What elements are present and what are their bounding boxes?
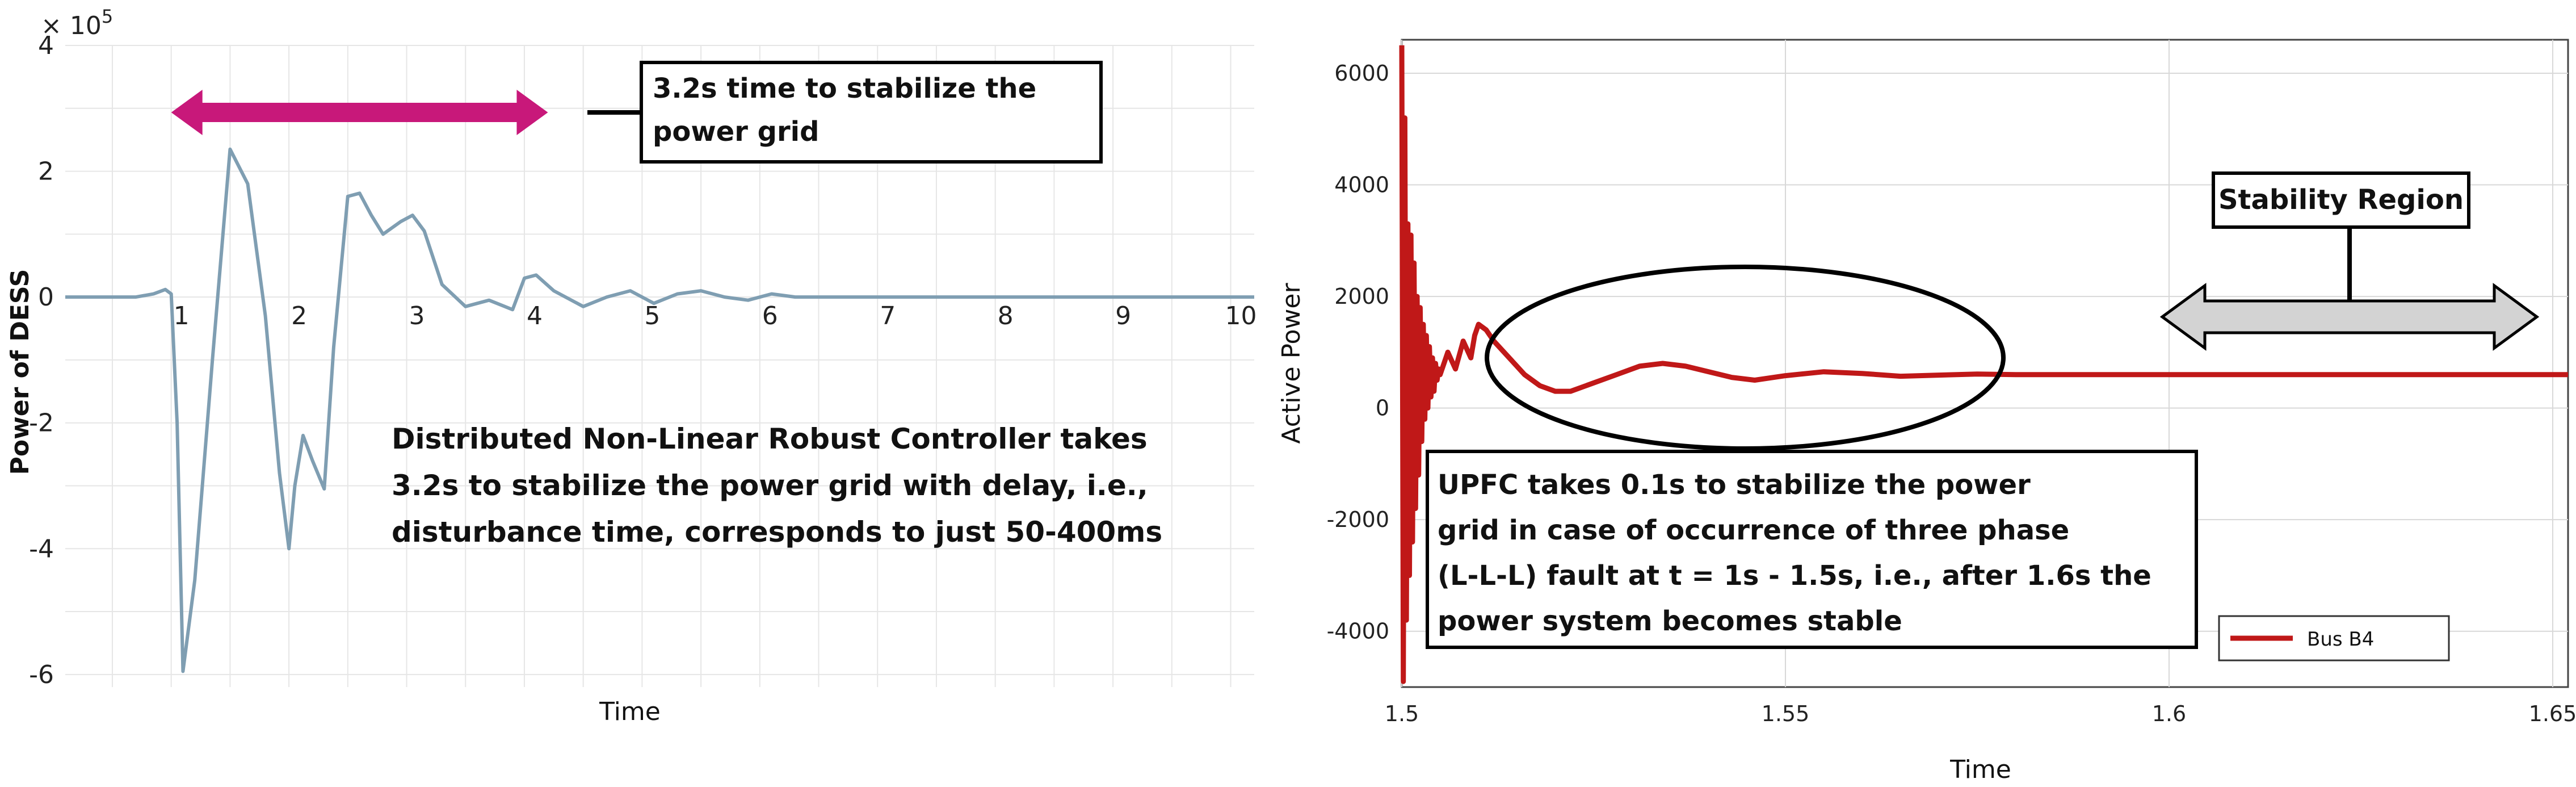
- left-stabilize-box: [640, 61, 1103, 164]
- right-upfc-note-box: [1426, 450, 2198, 649]
- left-x-tick-label: 9: [1115, 302, 1131, 330]
- left-x-axis-label: Time: [599, 697, 661, 726]
- right-upfc-note-line3: (L-L-L) fault at t = 1s - 1.5s, i.e., af…: [1438, 560, 2151, 592]
- left-x-tick-label: 8: [998, 302, 1014, 330]
- left-chart: 4 2 0 -2 -4 -6 1 2 3 4 5 6 7 8 9 10 × 105 Power of DES…: [6, 6, 1257, 726]
- left-y-exponent: × 105: [41, 6, 113, 40]
- right-upfc-note-line1: UPFC takes 0.1s to stabilize the power: [1438, 469, 2031, 501]
- left-x-tick-label: 10: [1225, 302, 1257, 330]
- right-legend-label: Bus B4: [2307, 628, 2374, 651]
- right-stability-label: Stability Region: [2218, 184, 2464, 216]
- left-y-tick-label: 0: [38, 283, 54, 312]
- left-controller-note-line2: 3.2s to stabilize the power grid with de…: [392, 469, 1148, 502]
- left-x-tick-label: 5: [644, 302, 660, 330]
- right-y-tick-label: 6000: [1334, 61, 1389, 86]
- left-y-tick-label: 4: [38, 31, 54, 60]
- right-x-tick-label: 1.5: [1385, 701, 1419, 726]
- right-x-ticks: 1.5 1.55 1.6 1.65: [1385, 701, 2576, 726]
- right-chart: 6000 4000 2000 0 -2000 -4000 1.5 1.55 1.6 1.65 A…: [1277, 39, 2576, 784]
- left-x-tick-label: 6: [762, 302, 778, 330]
- right-x-tick-label: 1.6: [2152, 701, 2186, 726]
- right-x-tick-label: 1.65: [2529, 701, 2576, 726]
- left-y-tick-label: -6: [29, 660, 54, 689]
- left-y-tick-label: -4: [29, 534, 54, 563]
- left-y-ticks: 4 2 0 -2 -4 -6: [29, 31, 54, 689]
- left-y-tick-label: 2: [38, 157, 54, 186]
- right-stability-arrow: [2159, 283, 2540, 351]
- right-y-tick-label: -4000: [1327, 619, 1389, 644]
- left-x-tick-label: 2: [291, 302, 307, 330]
- left-x-tick-label: 3: [409, 302, 425, 330]
- left-controller-note-line1: Distributed Non-Linear Robust Controller…: [392, 422, 1148, 455]
- right-y-tick-label: 2000: [1334, 284, 1389, 309]
- right-y-axis-label: Active Power: [1277, 283, 1306, 444]
- left-x-tick-label: 1: [174, 302, 190, 330]
- right-y-ticks: 6000 4000 2000 0 -2000 -4000: [1327, 61, 1389, 644]
- right-legend: Bus B4: [2218, 615, 2450, 662]
- left-x-tick-label: 7: [880, 302, 896, 330]
- left-span-arrow-shape: [171, 90, 548, 135]
- left-controller-note-line3: disturbance time, corresponds to just 50…: [392, 516, 1162, 549]
- right-x-tick-label: 1.55: [1762, 701, 1810, 726]
- right-upfc-note-line2: grid in case of occurrence of three phas…: [1438, 514, 2069, 546]
- right-series-line: [1399, 45, 2568, 684]
- right-y-tick-label: 4000: [1334, 173, 1389, 198]
- right-y-tick-label: -2000: [1327, 507, 1389, 532]
- left-y-axis-label: Power of DESS: [6, 269, 35, 475]
- right-x-axis-label: Time: [1949, 755, 2011, 784]
- right-y-tick-label: 0: [1376, 396, 1389, 421]
- left-x-tick-label: 4: [527, 302, 543, 330]
- left-x-ticks: 1 2 3 4 5 6 7 8 9 10: [174, 302, 1257, 330]
- left-span-arrow: [171, 90, 548, 135]
- left-y-tick-label: -2: [29, 409, 54, 438]
- left-series-line: [65, 147, 1254, 673]
- right-upfc-note-line4: power system becomes stable: [1438, 605, 1902, 637]
- left-stabilize-text-line1: 3.2s time to stabilize the: [653, 73, 1036, 104]
- right-oscillation-ellipse: [1485, 265, 2006, 451]
- right-stability-label-box: [2212, 171, 2470, 229]
- left-stabilize-text-line2: power grid: [653, 116, 819, 148]
